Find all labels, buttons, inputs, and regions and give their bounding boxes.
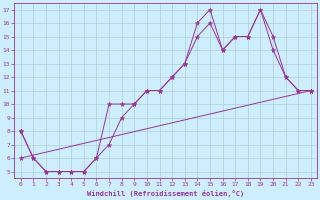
X-axis label: Windchill (Refroidissement éolien,°C): Windchill (Refroidissement éolien,°C) — [87, 190, 244, 197]
